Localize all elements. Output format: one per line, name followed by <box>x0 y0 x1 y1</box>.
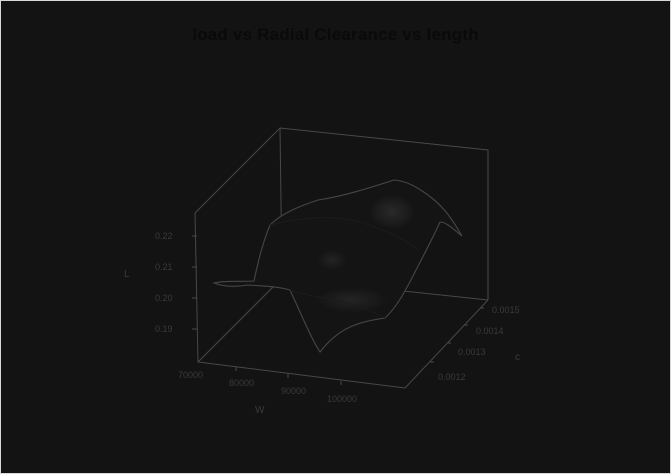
z-tick-label: 0.19 <box>155 324 173 334</box>
y-tick-label: 0.0015 <box>492 305 520 315</box>
x-tick-label: 80000 <box>229 378 254 388</box>
z-tick-label: 0.22 <box>155 231 173 241</box>
z-tick-label: 0.21 <box>155 262 173 272</box>
chart-title: load vs Radial Clearance vs length <box>192 25 479 44</box>
x-tick-label: 100000 <box>327 394 357 404</box>
y-tick-label: 0.0012 <box>438 372 466 382</box>
tick-marks <box>192 235 484 385</box>
x-tick-label: 90000 <box>281 386 306 396</box>
z-axis-label: L <box>124 269 130 280</box>
y-tick-label: 0.0014 <box>476 326 504 336</box>
x-axis-label: W <box>255 405 265 416</box>
y-tick-label: 0.0013 <box>458 347 486 357</box>
x-tick-label: 70000 <box>178 370 203 380</box>
surface <box>212 179 463 353</box>
y-axis-label: c <box>515 352 520 363</box>
z-tick-label: 0.20 <box>155 293 173 303</box>
